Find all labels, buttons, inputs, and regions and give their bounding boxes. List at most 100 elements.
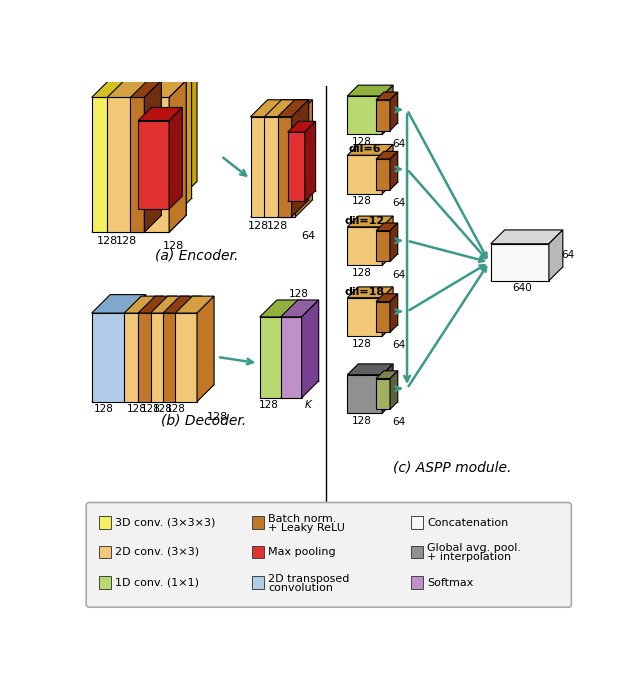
Text: 64: 64 — [393, 341, 406, 350]
Text: (b) Decoder.: (b) Decoder. — [161, 414, 246, 428]
Text: 64: 64 — [301, 231, 316, 241]
Text: 128: 128 — [207, 412, 228, 422]
Polygon shape — [285, 300, 301, 398]
Polygon shape — [138, 107, 182, 120]
Bar — [99, 577, 111, 589]
Text: 64: 64 — [393, 269, 406, 280]
Polygon shape — [376, 92, 397, 100]
Polygon shape — [175, 64, 191, 215]
Polygon shape — [125, 47, 197, 64]
Polygon shape — [390, 92, 397, 131]
Polygon shape — [348, 375, 382, 413]
Polygon shape — [382, 287, 393, 336]
Polygon shape — [92, 98, 169, 233]
Polygon shape — [390, 371, 397, 409]
Polygon shape — [107, 81, 186, 98]
Text: 128: 128 — [351, 196, 371, 207]
Polygon shape — [491, 230, 563, 244]
Polygon shape — [376, 378, 390, 409]
FancyBboxPatch shape — [86, 503, 572, 607]
Polygon shape — [138, 313, 160, 402]
Polygon shape — [305, 121, 316, 201]
Polygon shape — [197, 296, 214, 402]
Polygon shape — [180, 47, 197, 198]
Text: 128: 128 — [351, 137, 371, 147]
Polygon shape — [288, 132, 305, 201]
Polygon shape — [264, 117, 296, 217]
Polygon shape — [376, 159, 390, 190]
Polygon shape — [175, 296, 214, 313]
Text: 128: 128 — [94, 404, 114, 415]
Polygon shape — [169, 81, 186, 233]
Polygon shape — [138, 120, 169, 209]
Polygon shape — [169, 107, 182, 209]
Polygon shape — [131, 81, 161, 98]
Polygon shape — [376, 231, 390, 261]
Text: 128: 128 — [351, 339, 371, 349]
Text: Concatenation: Concatenation — [428, 518, 508, 527]
Polygon shape — [376, 371, 397, 378]
Text: Global avg. pool.: Global avg. pool. — [428, 543, 521, 553]
Text: 3D conv. (3×3×3): 3D conv. (3×3×3) — [115, 518, 215, 527]
Text: Batch norm.: Batch norm. — [268, 514, 337, 524]
Text: 1D conv. (1×1): 1D conv. (1×1) — [115, 577, 199, 588]
Text: Max pooling: Max pooling — [268, 547, 336, 557]
Polygon shape — [348, 364, 393, 375]
Polygon shape — [491, 244, 549, 280]
Text: 640: 640 — [513, 283, 532, 293]
Polygon shape — [150, 313, 172, 402]
Polygon shape — [160, 296, 177, 402]
Text: 128: 128 — [127, 404, 147, 415]
Polygon shape — [260, 300, 301, 317]
Text: 128: 128 — [116, 237, 137, 246]
Polygon shape — [348, 298, 382, 336]
Text: 128: 128 — [153, 404, 173, 415]
Polygon shape — [145, 81, 161, 233]
Text: 128: 128 — [289, 289, 308, 299]
Polygon shape — [163, 313, 184, 402]
Text: dil=6: dil=6 — [348, 144, 381, 154]
Bar — [411, 516, 423, 529]
Text: 128: 128 — [165, 404, 185, 415]
Polygon shape — [348, 287, 393, 298]
Polygon shape — [348, 155, 382, 194]
Text: dil=18: dil=18 — [344, 287, 385, 297]
Text: 2D conv. (3×3): 2D conv. (3×3) — [115, 547, 199, 557]
Polygon shape — [376, 302, 390, 332]
Polygon shape — [124, 313, 146, 402]
Polygon shape — [92, 295, 146, 313]
Polygon shape — [109, 64, 191, 81]
Text: 64: 64 — [561, 250, 574, 261]
Text: 128: 128 — [163, 241, 184, 251]
Polygon shape — [390, 151, 397, 190]
Bar — [411, 577, 423, 589]
Text: 64: 64 — [393, 198, 406, 208]
Polygon shape — [382, 216, 393, 265]
Polygon shape — [348, 144, 393, 155]
Polygon shape — [348, 216, 393, 227]
Polygon shape — [288, 121, 316, 132]
Polygon shape — [131, 98, 145, 233]
Polygon shape — [250, 100, 308, 117]
Polygon shape — [278, 100, 308, 117]
Polygon shape — [291, 100, 308, 217]
Polygon shape — [281, 317, 301, 398]
Polygon shape — [376, 151, 397, 159]
Bar — [99, 546, 111, 558]
Polygon shape — [92, 313, 127, 402]
Polygon shape — [109, 81, 175, 215]
Text: 128: 128 — [248, 221, 269, 231]
Polygon shape — [278, 117, 292, 217]
Polygon shape — [390, 294, 397, 332]
Polygon shape — [169, 81, 186, 233]
Polygon shape — [549, 230, 563, 280]
Text: (c) ASPP module.: (c) ASPP module. — [393, 460, 511, 474]
Polygon shape — [281, 300, 319, 317]
Text: 128: 128 — [97, 237, 118, 246]
Bar — [252, 577, 264, 589]
Polygon shape — [301, 300, 319, 398]
Polygon shape — [390, 223, 397, 261]
Polygon shape — [260, 317, 285, 398]
Text: dil=12: dil=12 — [344, 215, 385, 226]
Polygon shape — [376, 223, 397, 231]
